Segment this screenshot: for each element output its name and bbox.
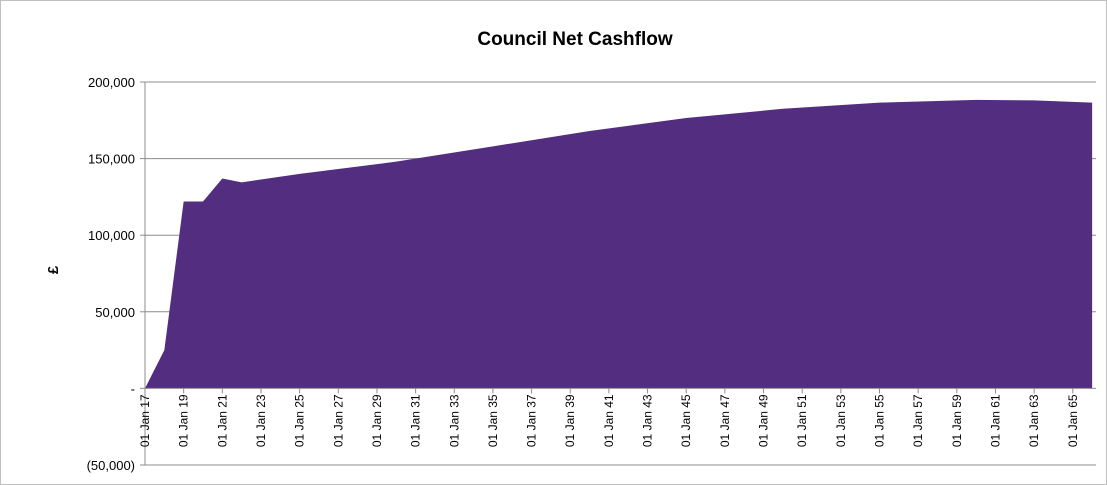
x-tick-label: 01 Jan 37 <box>525 394 539 447</box>
x-tick-label: 01 Jan 19 <box>177 394 191 447</box>
x-tick-label: 01 Jan 33 <box>447 394 461 447</box>
y-tick-label: 100,000 <box>88 228 135 243</box>
x-tick-label: 01 Jan 23 <box>254 394 268 447</box>
x-tick-label: 01 Jan 29 <box>370 394 384 447</box>
y-tick-label: (50,000) <box>87 458 135 473</box>
x-tick-label: 01 Jan 21 <box>215 394 229 447</box>
x-tick-label: 01 Jan 25 <box>293 394 307 447</box>
y-tick-label: 150,000 <box>88 152 135 167</box>
x-tick-label: 01 Jan 53 <box>834 394 848 447</box>
x-tick-label: 01 Jan 61 <box>988 394 1002 447</box>
y-tick-label: 50,000 <box>95 305 135 320</box>
x-tick-label: 01 Jan 63 <box>1027 394 1041 447</box>
x-tick-label: 01 Jan 59 <box>950 394 964 447</box>
x-tick-label: 01 Jan 45 <box>679 394 693 447</box>
y-tick-label: 200,000 <box>88 75 135 90</box>
x-tick-label: 01 Jan 17 <box>138 394 152 447</box>
x-tick-label: 01 Jan 65 <box>1066 394 1080 447</box>
area-layer <box>145 99 1093 389</box>
x-tick-label: 01 Jan 49 <box>757 394 771 447</box>
y-tick-labels: (50,000) - 50,000 100,000 150,000 200,000 <box>87 75 145 473</box>
series-area <box>145 99 1093 389</box>
x-tick-label: 01 Jan 27 <box>331 394 345 447</box>
x-tick-label: 01 Jan 35 <box>486 394 500 447</box>
x-tick-label: 01 Jan 43 <box>641 394 655 447</box>
y-axis-label: £ <box>45 265 62 274</box>
y-tick-label: - <box>131 381 135 396</box>
x-tick-label: 01 Jan 39 <box>563 394 577 447</box>
x-tick-label: 01 Jan 51 <box>795 394 809 447</box>
x-tick-labels: 01 Jan 17 01 Jan 19 01 Jan 21 01 Jan 23 01 J… <box>138 388 1080 447</box>
x-tick-label: 01 Jan 47 <box>718 394 732 447</box>
x-tick-label: 01 Jan 55 <box>873 394 887 447</box>
axes <box>144 82 1096 465</box>
chart-title: Council Net Cashflow <box>477 29 673 50</box>
x-tick-label: 01 Jan 31 <box>409 394 423 447</box>
x-tick-label: 01 Jan 41 <box>602 394 616 447</box>
x-tick-label: 01 Jan 57 <box>911 394 925 447</box>
